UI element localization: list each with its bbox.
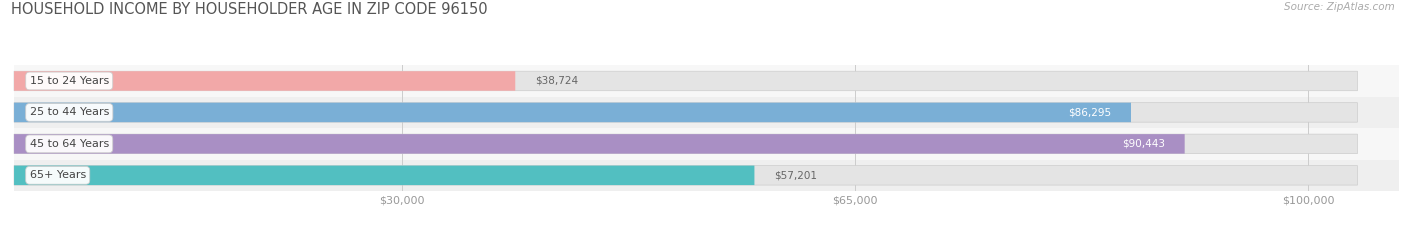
Text: Source: ZipAtlas.com: Source: ZipAtlas.com <box>1284 2 1395 12</box>
FancyBboxPatch shape <box>14 134 1357 154</box>
Text: $38,724: $38,724 <box>534 76 578 86</box>
Text: 45 to 64 Years: 45 to 64 Years <box>30 139 108 149</box>
Text: $90,443: $90,443 <box>1122 139 1166 149</box>
Text: 65+ Years: 65+ Years <box>30 170 86 180</box>
Bar <box>14 128 1399 160</box>
Bar <box>14 160 1399 191</box>
Text: HOUSEHOLD INCOME BY HOUSEHOLDER AGE IN ZIP CODE 96150: HOUSEHOLD INCOME BY HOUSEHOLDER AGE IN Z… <box>11 2 488 17</box>
FancyBboxPatch shape <box>14 134 1185 154</box>
FancyBboxPatch shape <box>14 103 1357 122</box>
Text: $57,201: $57,201 <box>773 170 817 180</box>
Bar <box>14 97 1399 128</box>
FancyBboxPatch shape <box>14 71 515 91</box>
FancyBboxPatch shape <box>14 103 1130 122</box>
FancyBboxPatch shape <box>14 71 1357 91</box>
Text: $86,295: $86,295 <box>1069 107 1112 117</box>
FancyBboxPatch shape <box>14 166 755 185</box>
Text: 25 to 44 Years: 25 to 44 Years <box>30 107 110 117</box>
Text: 15 to 24 Years: 15 to 24 Years <box>30 76 108 86</box>
FancyBboxPatch shape <box>14 166 1357 185</box>
Bar <box>14 65 1399 97</box>
